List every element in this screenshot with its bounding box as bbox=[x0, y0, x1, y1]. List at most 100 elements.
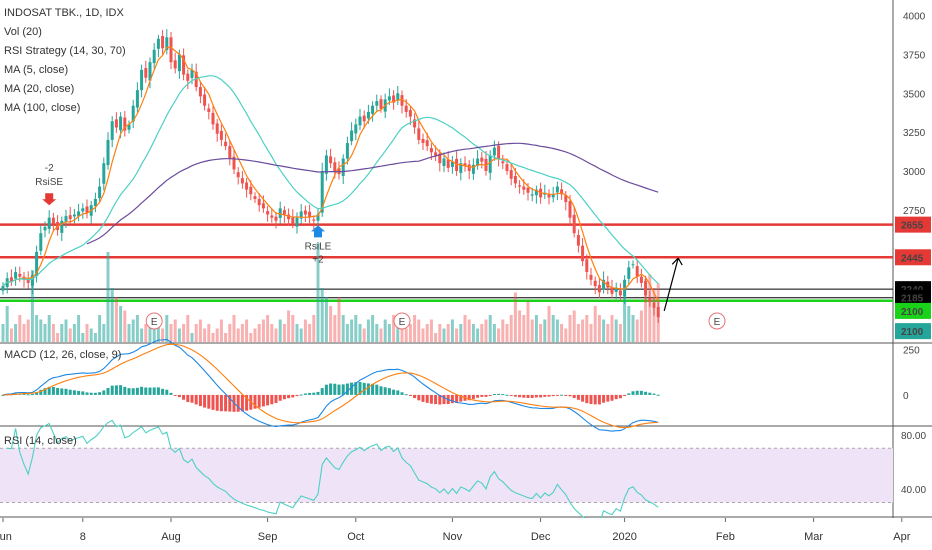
volume-bar bbox=[383, 319, 387, 342]
volume-bar bbox=[593, 306, 597, 342]
macd-histogram-bar bbox=[484, 394, 488, 397]
price-legend-item: MA (100, close) bbox=[4, 102, 80, 114]
candle-body bbox=[618, 290, 622, 296]
candle-body bbox=[211, 112, 215, 125]
volume-bar bbox=[77, 315, 81, 342]
candle-body bbox=[207, 108, 211, 112]
candle-body bbox=[375, 101, 379, 106]
price-level-badge bbox=[895, 216, 931, 233]
candle-body bbox=[362, 115, 366, 122]
candle-body bbox=[488, 155, 492, 173]
volume-bar bbox=[127, 324, 131, 342]
volume-bar bbox=[627, 306, 631, 342]
candle-body bbox=[72, 214, 76, 217]
macd-histogram-bar bbox=[534, 394, 538, 398]
macd-histogram-bar bbox=[551, 394, 555, 397]
earnings-marker bbox=[393, 312, 411, 330]
volume-bar bbox=[43, 324, 47, 342]
time-tick-label: Aug bbox=[161, 531, 181, 543]
volume-bar bbox=[110, 288, 114, 342]
volume-bar bbox=[98, 315, 102, 342]
macd-histogram-bar bbox=[564, 394, 568, 396]
volume-bar bbox=[484, 319, 488, 342]
candle-body bbox=[602, 279, 606, 290]
candle-body bbox=[303, 210, 307, 215]
volume-bar bbox=[505, 324, 509, 342]
macd-histogram-bar bbox=[560, 394, 564, 396]
candle-body bbox=[413, 119, 417, 128]
price-panel-bg bbox=[0, 0, 893, 342]
candle-body bbox=[639, 276, 643, 283]
candle-body bbox=[597, 285, 601, 293]
volume-bar bbox=[182, 324, 186, 342]
candle-body bbox=[102, 163, 106, 184]
volume-bar bbox=[400, 319, 404, 342]
macd-histogram-bar bbox=[127, 388, 131, 395]
macd-histogram-bar bbox=[434, 394, 438, 405]
candle-body bbox=[631, 264, 635, 266]
macd-histogram-bar bbox=[110, 385, 114, 395]
price-legend-item: Vol (20) bbox=[4, 26, 42, 38]
volume-bar bbox=[9, 328, 13, 342]
rsi-tick-label: 40.00 bbox=[901, 485, 926, 496]
candle-body bbox=[329, 156, 333, 164]
candle-body bbox=[60, 220, 64, 233]
candle-body bbox=[165, 37, 169, 51]
time-tick-label: Mar bbox=[804, 531, 823, 543]
macd-histogram-bar bbox=[455, 394, 459, 403]
candle-body bbox=[22, 276, 26, 280]
macd-histogram-bar bbox=[135, 387, 139, 395]
macd-histogram-bar bbox=[597, 394, 601, 405]
macd-histogram-bar bbox=[383, 387, 387, 395]
macd-histogram-bar bbox=[480, 394, 484, 397]
volume-bar bbox=[425, 324, 429, 342]
candle-body bbox=[379, 99, 383, 109]
macd-histogram-bar bbox=[102, 390, 106, 395]
volume-bar bbox=[278, 319, 282, 342]
volume-bar bbox=[51, 324, 55, 342]
rsi-legend: RSI (14, close) bbox=[4, 435, 77, 447]
price-axis: 2750300032503500375040002655244522402185… bbox=[895, 12, 931, 340]
price-level-badge-label: 2655 bbox=[901, 221, 924, 232]
macd-histogram-bar bbox=[329, 383, 333, 395]
macd-histogram-bar bbox=[207, 394, 211, 409]
candle-body bbox=[589, 274, 593, 280]
macd-histogram-bar bbox=[303, 393, 307, 395]
volume-bar bbox=[320, 288, 324, 342]
volume-bar bbox=[392, 315, 396, 342]
candle-body bbox=[224, 141, 228, 147]
candle-body bbox=[547, 194, 551, 198]
macd-histogram-bar bbox=[337, 384, 341, 395]
macd-histogram-bar bbox=[106, 387, 110, 395]
macd-histogram-bar bbox=[413, 394, 417, 399]
macd-histogram-bar bbox=[656, 394, 660, 396]
volume-bar bbox=[476, 328, 480, 342]
candle-body bbox=[656, 306, 660, 318]
macd-tick-label: 0 bbox=[903, 391, 909, 402]
candle-body bbox=[652, 302, 656, 308]
volume-bar bbox=[623, 292, 627, 342]
candle-body bbox=[471, 164, 475, 174]
candle-body bbox=[505, 164, 509, 171]
candle-body bbox=[522, 186, 526, 190]
volume-bar bbox=[81, 333, 85, 342]
time-tick-label: 8 bbox=[80, 531, 86, 543]
volume-bar bbox=[39, 319, 43, 342]
volume-bar bbox=[341, 315, 345, 342]
macd-histogram-bar bbox=[295, 394, 299, 397]
volume-bar bbox=[295, 324, 299, 342]
macd-histogram-bar bbox=[539, 394, 543, 398]
macd-histogram-bar bbox=[467, 394, 471, 401]
macd-histogram-bar bbox=[362, 382, 366, 395]
price-legend-item: MA (5, close) bbox=[4, 64, 68, 76]
volume-bar bbox=[648, 274, 652, 342]
candle-body bbox=[64, 216, 68, 222]
candle-body bbox=[245, 182, 249, 190]
macd-histogram-bar bbox=[341, 384, 345, 395]
candle-body bbox=[345, 143, 349, 159]
volume-bar bbox=[455, 328, 459, 342]
candle-body bbox=[492, 147, 496, 156]
time-tick-label: Jun bbox=[0, 531, 12, 543]
time-tick-label: Apr bbox=[893, 531, 910, 543]
volume-bar bbox=[450, 319, 454, 342]
